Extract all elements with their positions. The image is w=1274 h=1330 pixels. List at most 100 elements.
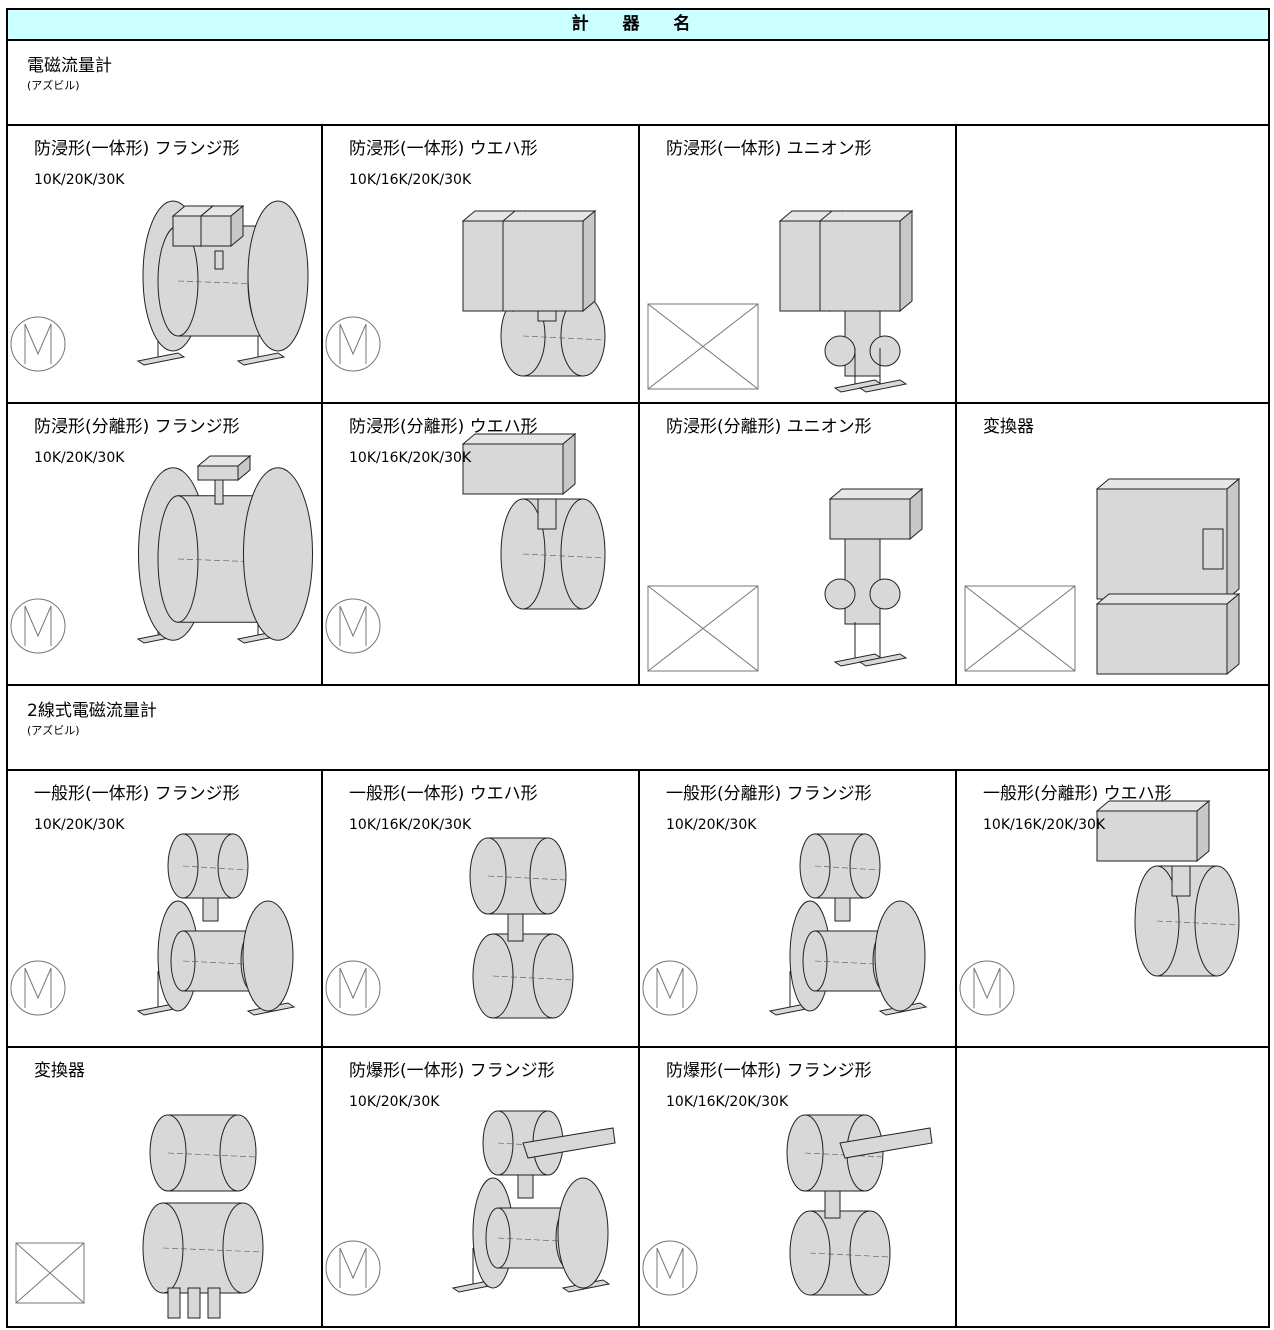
drawing-part	[182, 865, 249, 871]
table-header: 計 器 名	[6, 8, 1270, 41]
drawing-part	[562, 432, 576, 496]
motor-symbol	[339, 605, 367, 646]
section-maker: (アズビル)	[27, 724, 80, 737]
drawing-part	[247, 200, 309, 352]
drawing-part	[522, 1127, 616, 1159]
cell: 一般形(一体形) ウエハ形 10K/16K/20K/30K	[323, 771, 640, 1048]
cell: 変換器	[6, 1048, 323, 1328]
drawing-part	[824, 1187, 841, 1219]
cell: 防浸形(一体形) ユニオン形	[640, 126, 957, 404]
drawing-part	[557, 1177, 609, 1289]
drawing-part	[172, 215, 202, 247]
drawing-part	[537, 498, 557, 530]
drawing-part	[219, 1114, 257, 1192]
cell-title: 防爆形(一体形) フランジ形	[666, 1061, 872, 1081]
cell-title: 変換器	[983, 417, 1034, 437]
illustration	[647, 487, 924, 672]
drawing-part	[560, 498, 606, 610]
cell-title: 防浸形(一体形) ユニオン形	[666, 139, 872, 159]
drawing-part	[869, 578, 901, 610]
illustration	[15, 1114, 264, 1319]
cell: 防浸形(分離形) ウエハ形 10K/16K/20K/30K	[323, 404, 640, 686]
motor-symbol	[339, 323, 367, 364]
illustration	[964, 477, 1241, 676]
cell-title: 一般形(一体形) ウエハ形	[349, 784, 538, 804]
motor-symbol	[24, 967, 52, 1008]
illustration	[325, 837, 574, 1019]
drawing-part	[1196, 799, 1210, 863]
cell-spec: 10K/16K/20K/30K	[666, 1094, 789, 1110]
drawing-part	[207, 1287, 221, 1319]
drawing-part	[1095, 478, 1241, 490]
drawing-part	[1171, 865, 1191, 897]
cell	[957, 126, 1270, 404]
cell: 防爆形(一体形) フランジ形 10K/16K/20K/30K	[640, 1048, 957, 1328]
drawing-part	[1202, 528, 1224, 570]
cell: 防爆形(一体形) フランジ形 10K/20K/30K	[323, 1048, 640, 1328]
drawing-part	[492, 975, 574, 981]
motor-symbol	[656, 1247, 684, 1288]
illustration	[10, 454, 313, 654]
converter-symbol	[647, 585, 759, 672]
drawing-part	[858, 348, 908, 393]
cell-title: 防浸形(分離形) フランジ形	[34, 417, 240, 437]
motor-symbol	[10, 598, 66, 654]
cell: 防浸形(分離形) ユニオン形	[640, 404, 957, 686]
drawing-part	[501, 210, 597, 222]
drawing-part	[200, 215, 232, 247]
motor-symbol	[325, 960, 381, 1016]
converter-symbol	[647, 303, 759, 390]
drawing-part	[829, 498, 911, 540]
drawing-part	[844, 533, 881, 625]
cell: 一般形(一体形) フランジ形 10K/20K/30K	[6, 771, 323, 1048]
drawing-part	[222, 1202, 264, 1294]
drawing-part	[824, 578, 856, 610]
cell-spec: 10K/16K/20K/30K	[349, 450, 472, 466]
cell-title: 一般形(一体形) フランジ形	[34, 784, 240, 804]
drawing-part	[899, 209, 913, 313]
cell-spec: 10K/16K/20K/30K	[349, 172, 472, 188]
drawing-part	[839, 1127, 933, 1159]
drawing-part	[167, 1287, 181, 1319]
drawing-part	[1226, 477, 1240, 601]
cell-title: 一般形(分離形) ウエハ形	[983, 784, 1172, 804]
drawing-part	[818, 210, 914, 222]
illustration	[10, 833, 296, 1016]
drawing-part	[869, 335, 901, 367]
drawing-part	[828, 488, 924, 500]
cell-title: 防爆形(一体形) フランジ形	[349, 1061, 555, 1081]
cell: 一般形(分離形) ウエハ形 10K/16K/20K/30K	[957, 771, 1270, 1048]
illustration	[10, 200, 309, 372]
drawing-part	[162, 1247, 264, 1253]
converter-symbol	[964, 585, 1076, 672]
drawing-part	[1096, 603, 1228, 675]
drawing-part	[1226, 592, 1240, 676]
drawing-part	[1096, 810, 1198, 862]
motor-symbol	[325, 1240, 381, 1296]
cell-title: 防浸形(一体形) ウエハ形	[349, 139, 538, 159]
drawing-part	[529, 837, 567, 915]
drawing-part	[858, 622, 908, 667]
motor-symbol	[325, 316, 381, 372]
drawing-part	[197, 465, 239, 481]
motor-symbol	[973, 967, 1001, 1008]
cell-spec: 10K/16K/20K/30K	[349, 817, 472, 833]
section-header: 2線式電磁流量計 (アズビル)	[6, 686, 1270, 771]
drawing-part	[819, 220, 901, 312]
motor-symbol	[10, 960, 66, 1016]
drawing-part	[187, 1287, 201, 1319]
drawing-part	[824, 335, 856, 367]
drawing-part	[1194, 865, 1240, 977]
drawing-part	[214, 250, 224, 270]
illustration	[325, 209, 606, 377]
drawing-part	[814, 865, 881, 871]
drawing-part	[487, 875, 567, 881]
illustration	[325, 1110, 616, 1296]
drawing-part	[522, 335, 606, 341]
cell: 一般形(分離形) フランジ形 10K/20K/30K	[640, 771, 957, 1048]
drawing-part	[243, 467, 313, 641]
drawing-part	[874, 900, 926, 1012]
motor-symbol	[339, 1247, 367, 1288]
cell-spec: 10K/20K/30K	[666, 817, 757, 833]
